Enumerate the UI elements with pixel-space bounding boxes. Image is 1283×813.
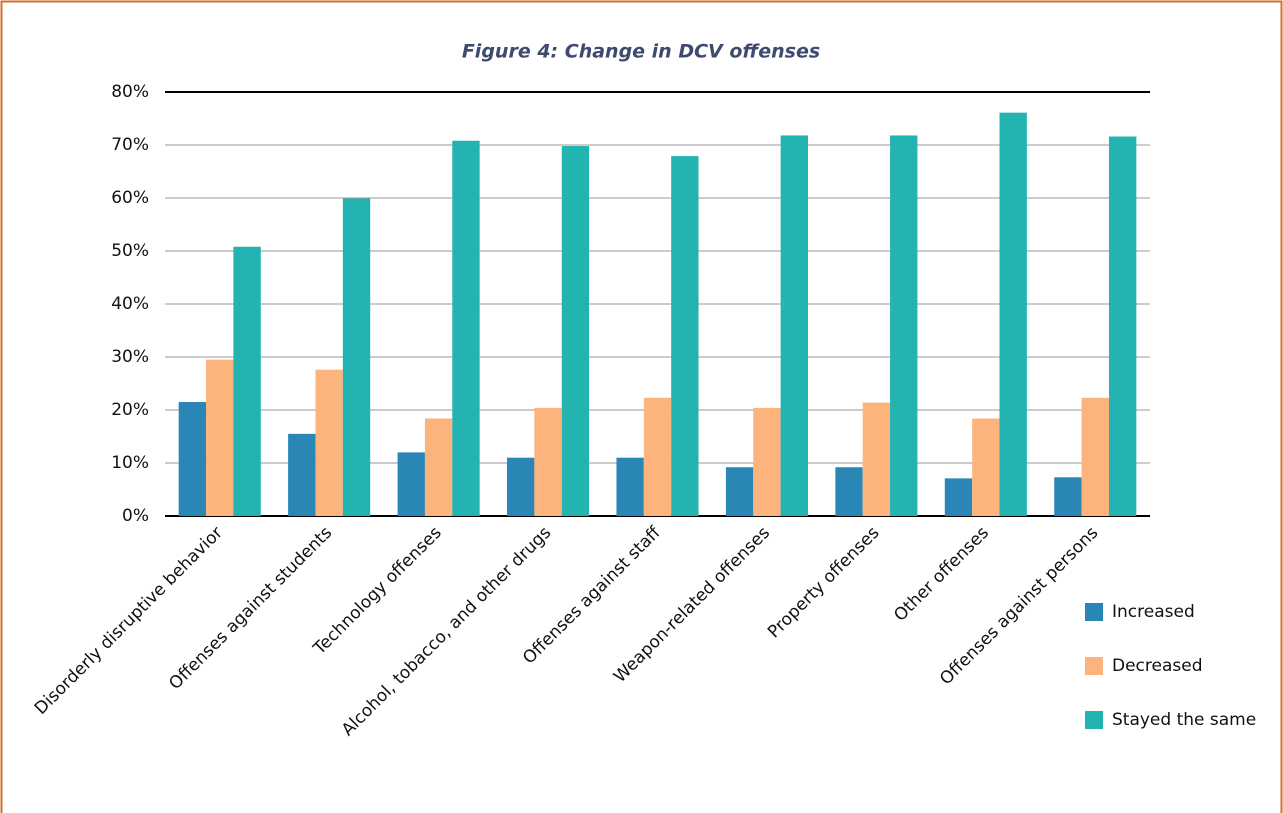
bar — [534, 407, 562, 516]
bar — [972, 418, 1000, 516]
bar — [944, 478, 973, 516]
y-tick-label: 70% — [111, 135, 149, 155]
x-tick-label: Other offenses — [890, 523, 993, 626]
y-tick-label: 80% — [111, 82, 149, 102]
bar — [342, 198, 371, 516]
legend-label: Stayed the same — [1112, 710, 1256, 730]
y-tick-label: 20% — [111, 400, 149, 420]
bar — [424, 418, 453, 516]
legend-label: Decreased — [1112, 656, 1203, 676]
bar — [1108, 136, 1137, 516]
bar — [999, 112, 1027, 517]
y-tick-label: 0% — [122, 506, 149, 526]
bar — [890, 135, 918, 516]
y-tick-label: 30% — [111, 347, 149, 367]
chart-title: Figure 4: Change in DCV offenses — [462, 41, 820, 63]
bar — [315, 369, 343, 516]
x-tick-label: Property offenses — [764, 523, 884, 643]
y-tick-label: 60% — [111, 188, 149, 208]
bar — [643, 397, 672, 516]
bar — [507, 457, 535, 516]
legend-swatch — [1085, 711, 1103, 729]
x-tick-label: Alcohol, tobacco, and other drugs — [338, 523, 555, 740]
bar — [233, 246, 261, 516]
bar — [780, 135, 808, 516]
legend-swatch — [1085, 603, 1103, 621]
bar — [616, 457, 644, 516]
bar — [725, 467, 754, 516]
bar — [1081, 397, 1109, 516]
bar — [862, 402, 891, 516]
y-tick-label: 10% — [111, 453, 149, 473]
bar — [835, 467, 863, 516]
bar — [288, 433, 316, 516]
bar — [753, 407, 781, 516]
bar — [452, 140, 480, 516]
bar — [178, 402, 207, 516]
bar — [206, 359, 234, 516]
y-tick-label: 50% — [111, 241, 149, 261]
bar — [561, 146, 590, 516]
bar — [397, 452, 425, 516]
legend-label: Increased — [1112, 602, 1195, 622]
bar — [671, 156, 699, 516]
y-tick-label: 40% — [111, 294, 149, 314]
bar — [1054, 477, 1082, 516]
legend-swatch — [1085, 657, 1103, 675]
x-tick-label: Disorderly disruptive behavior — [31, 523, 227, 719]
